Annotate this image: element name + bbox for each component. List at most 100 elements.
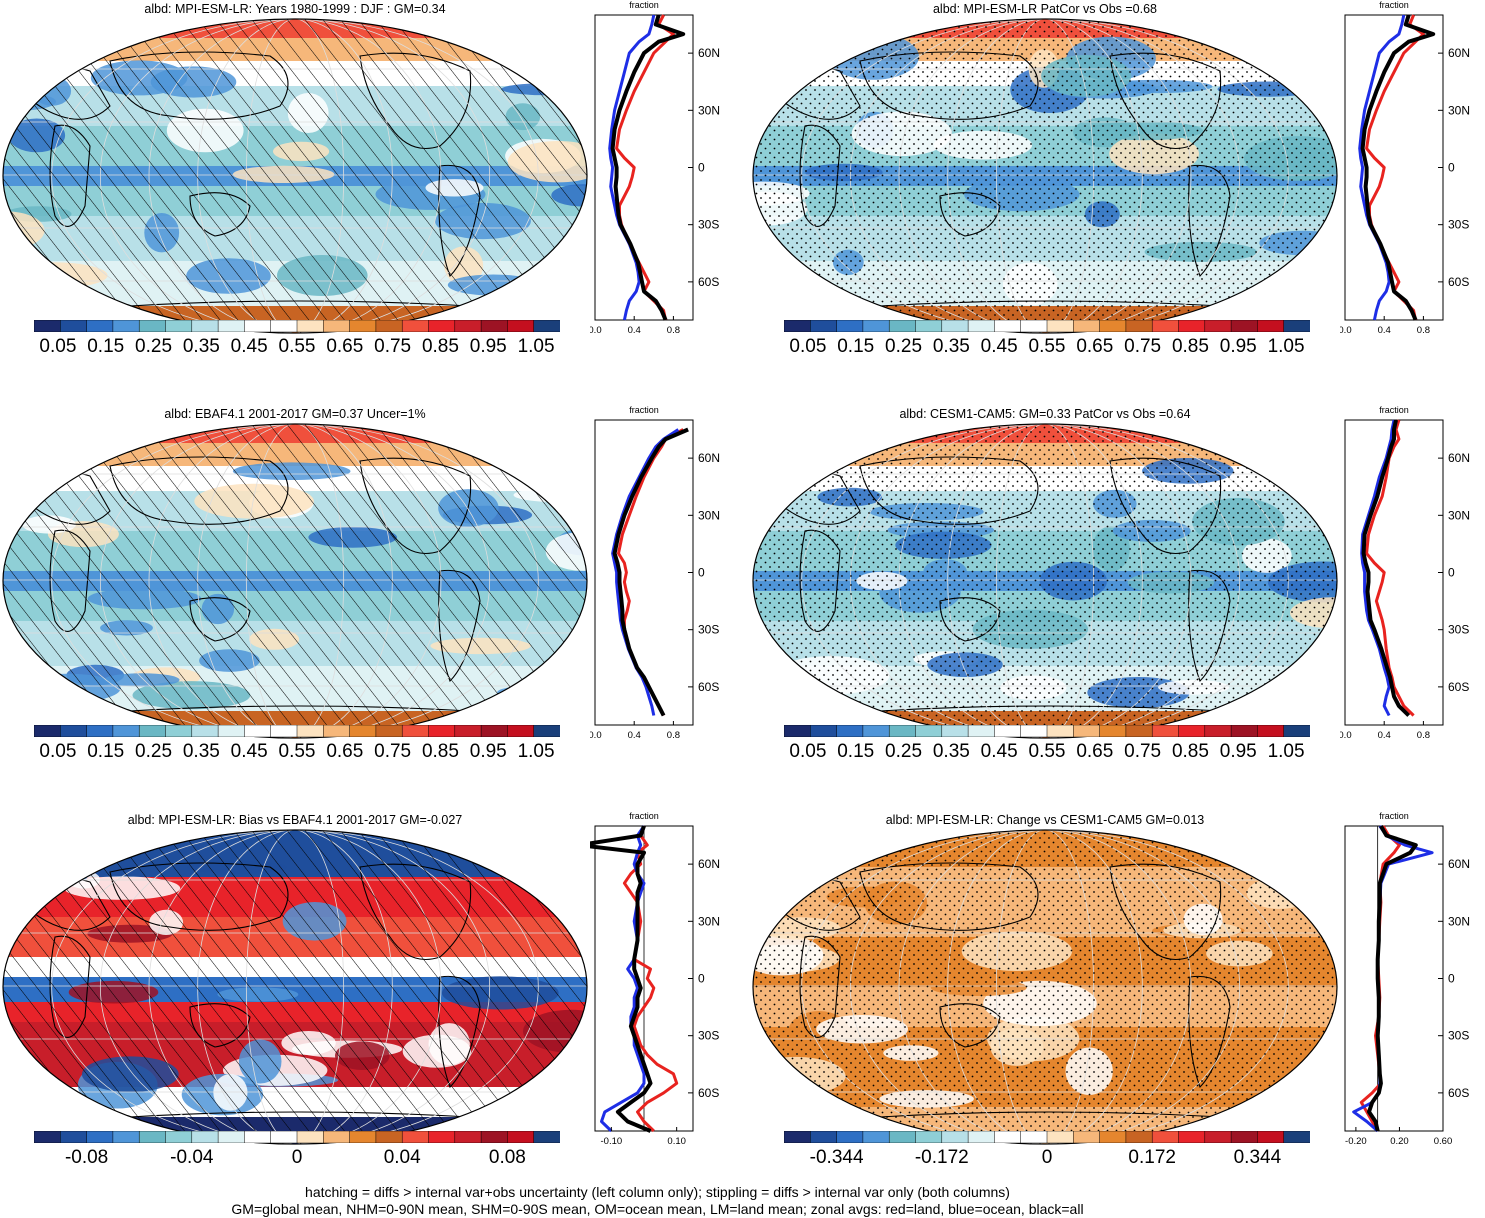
colorbar-swatch <box>428 320 456 332</box>
footer-note-hatching: hatching = diffs > internal var+obs unce… <box>305 1184 1010 1200</box>
map-blob <box>753 1080 811 1103</box>
colorbar-tick-label: 0.85 <box>421 336 459 357</box>
colorbar-swatch <box>1178 320 1206 332</box>
zonal-ytick-label: 30S <box>1448 623 1469 637</box>
map-p1 <box>2 18 588 334</box>
colorbar-swatch <box>60 725 88 737</box>
colorbar-tick-label: -0.08 <box>64 1147 109 1168</box>
colorbar-tick-label: 0.45 <box>230 336 268 357</box>
colorbar-p4 <box>784 725 1310 737</box>
colorbar-labels: 0.05 0.15 0.25 0.35 0.45 0.55 0.65 0.75 0.85 0.95… <box>760 336 1320 362</box>
map-outline <box>2 829 588 1145</box>
colorbar-swatch <box>244 320 272 332</box>
colorbar-swatch <box>784 320 811 332</box>
zonal-series-blue <box>608 14 656 321</box>
zonal-xtick-label: 0.20 <box>1390 1136 1409 1146</box>
map-title: albd: MPI-ESM-LR: Change vs CESM1-CAM5 G… <box>885 813 1205 827</box>
zonal-series-black <box>1360 14 1436 321</box>
zonal-series-black <box>1367 824 1418 1132</box>
map-blob <box>520 51 587 65</box>
colorbar-tick-label: 0.95 <box>469 741 507 762</box>
colorbar-tick-label: 0.05 <box>789 336 827 357</box>
colorbar-swatch <box>1204 320 1232 332</box>
colorbar-swatch <box>112 1131 140 1143</box>
colorbar-swatch <box>915 320 943 332</box>
colorbar-tick-label: 0.04 <box>383 1147 421 1168</box>
zonal-series-red <box>622 825 679 1133</box>
zonal-ytick-label: 30N <box>698 508 720 522</box>
zonal-xtick-label: 0.10 <box>667 1136 686 1146</box>
colorbar-swatch <box>454 1131 482 1143</box>
zonal-series-black <box>612 427 689 717</box>
map-blob <box>534 853 587 893</box>
zonal-ytick-label: 60N <box>698 857 720 871</box>
colorbar-swatch <box>60 1131 88 1143</box>
colorbar-swatch <box>784 725 811 737</box>
colorbar-tick-label: 0.35 <box>932 336 970 357</box>
colorbar-p6 <box>784 1131 1310 1143</box>
colorbar-labels: -0.08 -0.04 0 0.04 0.08 <box>10 1147 570 1173</box>
panel-p2: albd: MPI-ESM-LR PatCor vs Obs =0.68 0.05… <box>750 0 1485 390</box>
colorbar-swatch <box>862 1131 890 1143</box>
colorbar-tick-label: 0.08 <box>488 1147 526 1168</box>
colorbar-swatch <box>480 725 509 737</box>
zonal-xtick-label: 0.0 <box>590 325 602 335</box>
zonal-xtick-label: 0.4 <box>1378 730 1391 740</box>
colorbar-swatch <box>112 320 140 332</box>
colorbar-swatch <box>1046 725 1074 737</box>
zonal-frame <box>1344 825 1444 1132</box>
zonal-ytick-label: 30N <box>1448 508 1470 522</box>
colorbar-tick-label: 0.75 <box>374 741 412 762</box>
map-blob <box>3 1074 64 1096</box>
map-blob <box>776 50 820 81</box>
zonal-ytick-label: 30N <box>698 914 720 928</box>
colorbar-tick-label: 0.15 <box>837 741 875 762</box>
colorbar-swatch <box>1230 725 1259 737</box>
zonal-series-black <box>1361 419 1411 717</box>
colorbar-p5 <box>34 1131 560 1143</box>
colorbar-labels: 0.05 0.15 0.25 0.35 0.45 0.55 0.65 0.75 0.85 0.95… <box>10 336 570 362</box>
colorbar-tick-label: 1.05 <box>517 336 555 357</box>
colorbar-swatch <box>941 320 969 332</box>
colorbar-tick-label: 0.55 <box>278 336 316 357</box>
colorbar-tick-label: 0.75 <box>374 336 412 357</box>
colorbar-swatch <box>1283 320 1310 332</box>
zonal-ytick-label: 30S <box>698 623 719 637</box>
colorbar-tick-label: 0.65 <box>326 336 364 357</box>
zonal-ytick-label: 30N <box>698 103 720 117</box>
zonal-mean-plot-p4: fraction 60N 30N 0 30S 60S 0.0 0.4 0.8 <box>1340 405 1470 740</box>
colorbar-swatch <box>138 1131 167 1143</box>
colorbar-tick-label: 1.05 <box>1267 741 1305 762</box>
hatching-overlay <box>3 830 587 1144</box>
colorbar-swatch <box>375 320 403 332</box>
colorbar-swatch <box>1204 1131 1232 1143</box>
zonal-xtick-label: -0.10 <box>601 1136 623 1146</box>
colorbar-swatch <box>1073 1131 1101 1143</box>
panel-p6: albd: MPI-ESM-LR: Change vs CESM1-CAM5 G… <box>750 811 1485 1201</box>
colorbar-tick-label: 0.95 <box>1219 336 1257 357</box>
colorbar-tick-label: 0.344 <box>1233 1147 1282 1168</box>
colorbar-swatch <box>1151 1131 1180 1143</box>
colorbar-tick-label: 0.05 <box>39 741 77 762</box>
colorbar-swatch <box>217 320 246 332</box>
colorbar-tick-label: 0.85 <box>1171 741 1209 762</box>
colorbar-swatch <box>401 320 430 332</box>
colorbar-tick-label: 0.95 <box>1219 741 1257 762</box>
colorbar-swatch <box>784 1131 811 1143</box>
colorbar-tick-label: 0.05 <box>789 741 827 762</box>
zonal-ytick-label: 60N <box>1448 46 1470 60</box>
colorbar-swatch <box>244 1131 272 1143</box>
zonal-xtick-label: 0.4 <box>1378 325 1391 335</box>
colorbar-swatch <box>533 320 560 332</box>
map-title: albd: MPI-ESM-LR PatCor vs Obs =0.68 <box>932 2 1158 16</box>
colorbar-tick-label: -0.04 <box>170 1147 214 1168</box>
colorbar-swatch <box>323 320 351 332</box>
zonal-series-blue <box>1352 825 1434 1133</box>
colorbar-swatch <box>270 725 298 737</box>
colorbar-swatch <box>1257 725 1285 737</box>
colorbar-tick-label: 0.65 <box>1076 741 1114 762</box>
colorbar-swatch <box>34 1131 61 1143</box>
colorbar-tick-label: 0.15 <box>87 336 125 357</box>
map-blob <box>567 1059 587 1091</box>
colorbar-tick-label: 0.75 <box>1124 336 1162 357</box>
